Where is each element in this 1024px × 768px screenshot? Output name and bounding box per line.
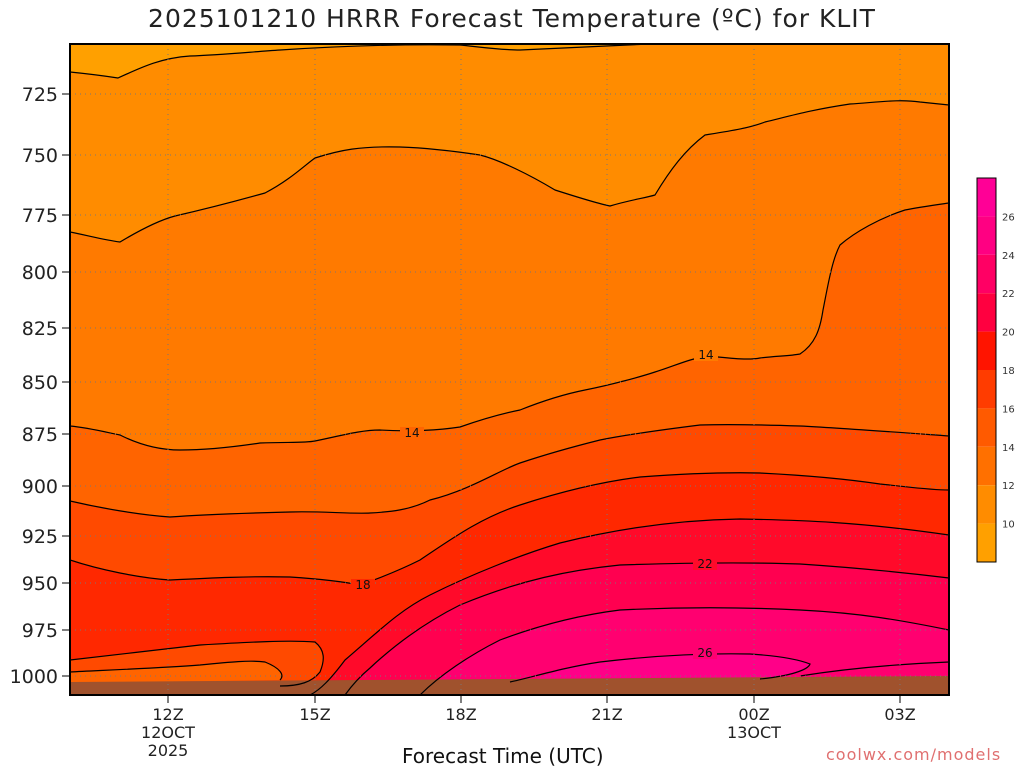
colorbar-swatch-4	[977, 331, 996, 370]
colorbar-tick-24: 24	[1002, 251, 1015, 262]
x-axis-label: Forecast Time (UTC)	[402, 744, 604, 768]
contour-label-22: 22	[697, 557, 712, 571]
y-tick-label-950: 950	[22, 573, 58, 595]
y-tick-label-850: 850	[22, 372, 58, 394]
y-tick-label-975: 975	[22, 620, 58, 642]
contour-lines	[70, 44, 949, 695]
x-tick-sublabel-13OCT: 13OCT	[727, 723, 781, 742]
colorbar-swatch-8	[977, 485, 996, 524]
x-tick-label-21Z: 21Z	[591, 705, 622, 724]
y-tick-label-800: 800	[22, 262, 58, 284]
colorbar: 10 12 14 16 18 20 22 24 26	[976, 177, 1015, 563]
y-tick-label-925: 925	[22, 526, 58, 548]
colorbar-tick-18: 18	[1002, 366, 1015, 377]
y-axis: 725 750 775 800 825 850 875 900 925 950 975 1000	[10, 84, 70, 688]
x-tick-label-15Z: 15Z	[299, 705, 330, 724]
credit-text: coolwx.com/models	[826, 745, 1002, 764]
y-tick-label-775: 775	[22, 205, 58, 227]
colorbar-swatch-9	[977, 523, 996, 562]
contour-label-bg	[693, 558, 717, 570]
colorbar-tick-12: 12	[1002, 481, 1015, 492]
colorbar-swatch-0	[977, 178, 996, 217]
grid-lines	[70, 44, 949, 695]
contour-label-14-a: 14	[404, 426, 419, 440]
x-tick-sublabel-12OCT: 12OCT	[141, 723, 195, 742]
colorbar-tick-10: 10	[1002, 520, 1015, 531]
colorbar-swatch-6	[977, 408, 996, 447]
plot-frame	[69, 43, 950, 696]
surface-cool-pocket-inner	[70, 661, 282, 683]
x-tick-label-00Z: 00Z	[738, 705, 769, 724]
y-tick-label-825: 825	[22, 318, 58, 340]
colorbar-frame	[976, 177, 997, 563]
colorbar-swatch-1	[977, 216, 996, 255]
colorbar-swatch-7	[977, 446, 996, 486]
x-tick-label-18Z: 18Z	[445, 705, 476, 724]
chart-title: 2025101210 HRRR Forecast Temperature (ºC…	[148, 4, 876, 33]
colorbar-tick-22: 22	[1002, 289, 1015, 300]
x-tick-sublabel-2025: 2025	[148, 741, 189, 760]
colorbar-tick-26: 26	[1002, 212, 1015, 223]
colorbar-swatch-3	[977, 293, 996, 332]
colorbar-tick-16: 16	[1002, 404, 1015, 415]
contour-label-bg	[400, 427, 424, 439]
colorbar-swatch-2	[977, 254, 996, 294]
contour-label-bg	[351, 579, 375, 591]
y-tick-label-725: 725	[22, 84, 58, 106]
contour-label-bg	[694, 349, 718, 361]
colorbar-swatch-5	[977, 370, 996, 409]
band-top	[70, 44, 650, 78]
contour-label-group: 14 14 18 22 26	[351, 348, 718, 660]
contour-fields	[70, 44, 949, 695]
contour-label-26: 26	[697, 646, 712, 660]
y-tick-label-1000: 1000	[10, 666, 58, 688]
ground	[70, 676, 949, 695]
y-tick-label-900: 900	[22, 476, 58, 498]
x-tick-label-03Z: 03Z	[884, 705, 915, 724]
contour-label-bg	[693, 647, 717, 659]
y-tick-label-750: 750	[22, 145, 58, 167]
x-tick-label-12Z: 12Z	[152, 705, 183, 724]
contour-label-18: 18	[355, 578, 370, 592]
colorbar-tick-20: 20	[1002, 328, 1015, 339]
colorbar-tick-14: 14	[1002, 443, 1015, 454]
y-tick-label-875: 875	[22, 424, 58, 446]
contour-label-14-b: 14	[698, 348, 713, 362]
